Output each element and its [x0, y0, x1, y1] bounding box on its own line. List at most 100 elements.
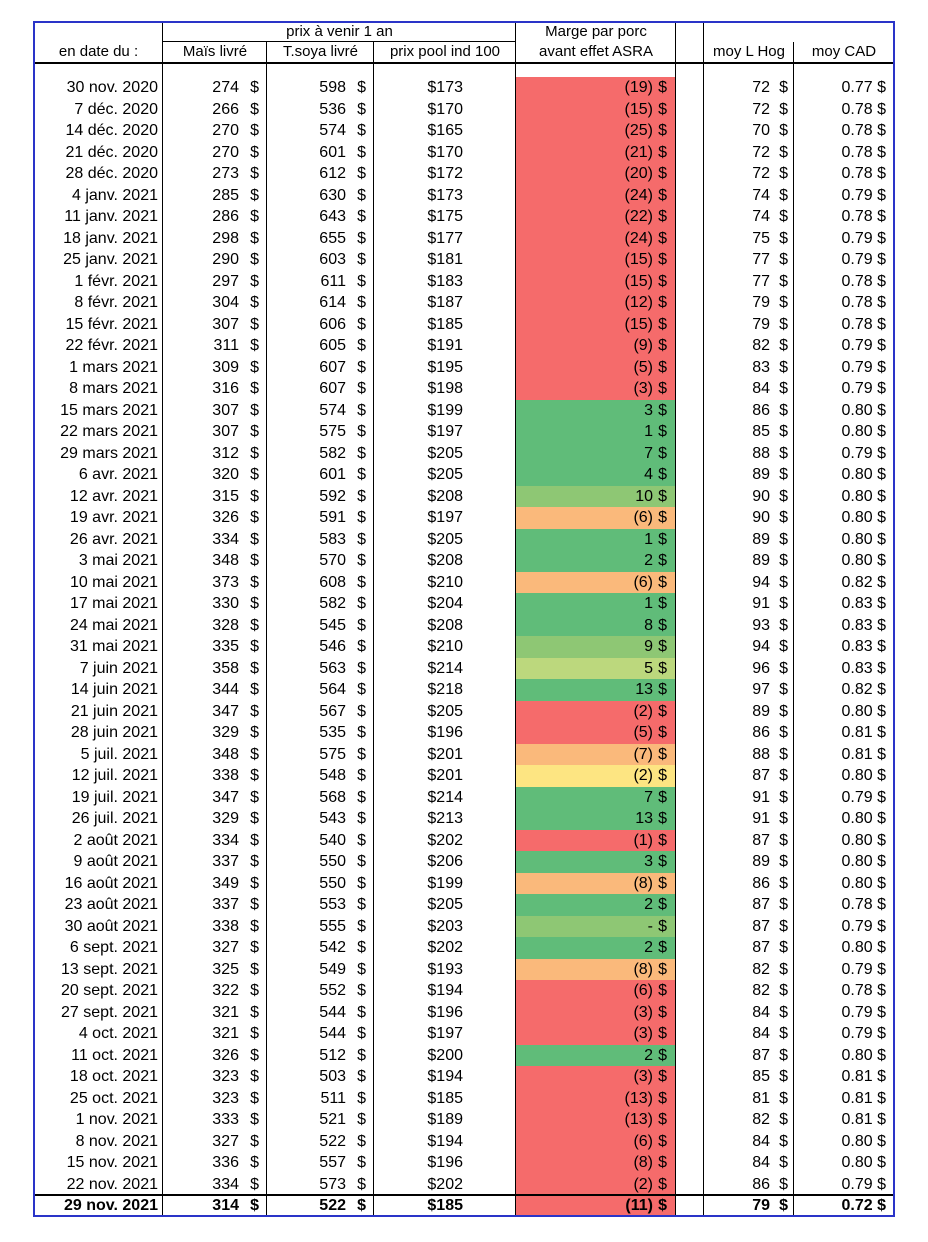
soy-currency-cell: $ [357, 982, 366, 999]
margin-currency-cell: $ [658, 745, 667, 763]
corn-currency-cell: $ [250, 810, 259, 827]
hog-currency-cell: $ [779, 1025, 788, 1042]
cad-rate-cell: 0.78 $ [841, 165, 886, 182]
margin-currency-cell: $ [658, 681, 667, 698]
table-row: 14 déc. 2020 270 $574 $ $165 (25) $70 $0.78 $ [0, 120, 928, 142]
date-cell: 28 déc. 2020 [65, 165, 158, 182]
margin-currency-cell: $ [658, 853, 667, 870]
hog-currency-cell: $ [779, 487, 788, 505]
corn-price-cell: 270 [212, 143, 239, 161]
corn-price-cell: 298 [212, 229, 239, 247]
date-cell: 18 janv. 2021 [63, 229, 158, 247]
margin-cell-fill [516, 1152, 676, 1174]
hog-currency-cell: $ [779, 466, 788, 483]
margin-currency-cell: $ [658, 810, 667, 827]
margin-value-cell: (5) [633, 358, 653, 376]
margin-cell-fill [516, 980, 676, 1002]
corn-currency-cell: $ [250, 1046, 259, 1064]
margin-currency-cell: $ [658, 487, 667, 505]
hog-price-cell: 87 [752, 767, 770, 784]
margin-currency-cell: $ [658, 122, 667, 139]
margin-currency-cell: $ [658, 874, 667, 892]
margin-cell-fill [516, 442, 676, 464]
hog-currency-cell: $ [779, 1154, 788, 1171]
corn-currency-cell: $ [250, 466, 259, 483]
pool-price-cell: $213 [427, 810, 463, 827]
soy-currency-cell: $ [357, 745, 366, 763]
margin-currency-cell: $ [658, 896, 667, 913]
pool-price-column-header: prix pool ind 100 [389, 43, 501, 60]
column-divider [162, 22, 163, 1216]
corn-price-cell: 304 [212, 294, 239, 311]
corn-currency-cell: $ [250, 272, 259, 290]
hog-price-cell: 88 [752, 444, 770, 462]
hog-price-cell: 93 [752, 616, 770, 634]
margin-cell-fill [516, 679, 676, 701]
soy-price-cell: 607 [319, 380, 346, 397]
margin-cell-fill [516, 206, 676, 228]
hog-price-cell: 91 [752, 788, 770, 806]
date-cell: 4 janv. 2021 [72, 186, 158, 204]
corn-currency-cell: $ [250, 939, 259, 956]
pool-price-cell: $210 [427, 638, 463, 655]
table-row: 22 nov. 2021 334 $573 $ $202 (2) $86 $0.79 $ [0, 1173, 928, 1195]
corn-price-cell: 348 [212, 745, 239, 763]
table-row: 15 mars 2021 307 $574 $ $199 3 $86 $0.80 $ [0, 399, 928, 421]
soy-price-cell: 608 [319, 573, 346, 591]
corn-price-cell: 347 [212, 788, 239, 806]
soy-price-cell: 536 [319, 100, 346, 118]
soy-currency-cell: $ [357, 100, 366, 118]
margin-value-cell: 7 [644, 788, 653, 806]
margin-value-cell: (15) [624, 315, 653, 333]
column-divider [793, 42, 794, 1216]
margin-value-cell: 1 [644, 530, 653, 548]
soy-currency-cell: $ [357, 788, 366, 806]
corn-price-cell: 336 [212, 1154, 239, 1171]
margin-value-cell: (13) [624, 1111, 653, 1128]
margin-cell-fill [516, 120, 676, 142]
margin-currency-cell: $ [658, 702, 667, 720]
hog-currency-cell: $ [779, 1046, 788, 1064]
cad-rate-cell: 0.80 $ [841, 874, 886, 892]
corn-currency-cell: $ [250, 595, 259, 612]
table-row: 15 févr. 2021 307 $606 $ $185 (15) $79 $0.78 $ [0, 313, 928, 335]
soy-price-cell: 582 [319, 595, 346, 612]
corn-price-cell: 307 [212, 401, 239, 419]
cad-rate-cell: 0.80 $ [841, 1154, 886, 1171]
hog-currency-cell: $ [779, 638, 788, 655]
cad-rate-cell: 0.79 $ [841, 444, 886, 462]
cad-rate-cell: 0.80 $ [841, 466, 886, 483]
hog-currency-cell: $ [779, 745, 788, 763]
soy-price-cell: 592 [319, 487, 346, 505]
hog-price-cell: 74 [752, 208, 770, 225]
table-row: 4 janv. 2021 285 $630 $ $173 (24) $74 $0.79 $ [0, 184, 928, 206]
pool-price-cell: $199 [427, 874, 463, 892]
margin-currency-cell: $ [658, 509, 667, 526]
table-row: 22 mars 2021 307 $575 $ $197 1 $85 $0.80 $ [0, 421, 928, 443]
corn-currency-cell: $ [250, 208, 259, 225]
margin-cell-fill [516, 141, 676, 163]
hog-currency-cell: $ [779, 251, 788, 268]
margin-currency-cell: $ [658, 939, 667, 956]
corn-currency-cell: $ [250, 982, 259, 999]
hog-price-cell: 85 [752, 423, 770, 440]
soy-currency-cell: $ [357, 681, 366, 698]
cad-rate-cell: 0.80 $ [841, 487, 886, 505]
margin-value-cell: 9 [644, 638, 653, 655]
margin-value-cell: (12) [624, 294, 653, 311]
date-cell: 23 août 2021 [64, 896, 158, 913]
margin-cell-fill [516, 571, 676, 593]
hog-currency-cell: $ [779, 100, 788, 118]
hog-currency-cell: $ [779, 1132, 788, 1150]
date-cell: 1 mars 2021 [69, 358, 158, 376]
hog-currency-cell: $ [779, 1068, 788, 1085]
margin-cell-fill [516, 614, 676, 636]
corn-price-cell: 325 [212, 960, 239, 978]
table-row: 25 oct. 2021 323 $511 $ $185 (13) $81 $0.81 $ [0, 1087, 928, 1109]
soy-price-cell: 575 [319, 745, 346, 763]
corn-currency-cell: $ [250, 573, 259, 591]
pool-price-cell: $198 [427, 380, 463, 397]
date-cell: 7 juin 2021 [79, 659, 158, 677]
date-cell: 22 nov. 2021 [66, 1175, 158, 1193]
margin-value-cell: (22) [624, 208, 653, 225]
